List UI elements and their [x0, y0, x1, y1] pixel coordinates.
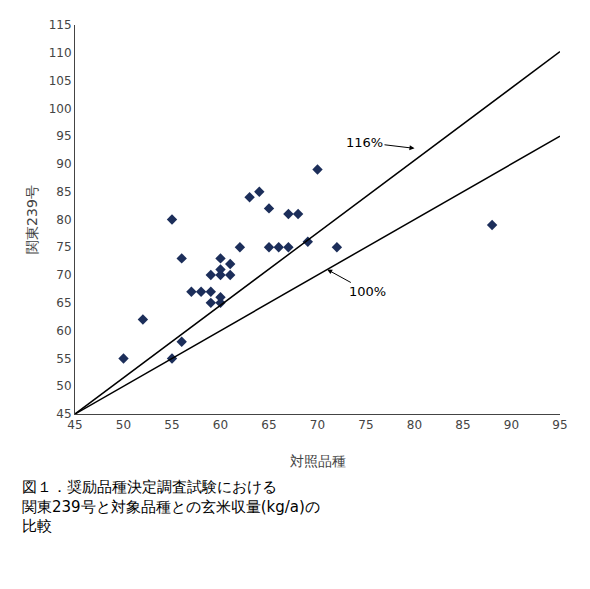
svg-text:対照品種: 対照品種	[290, 453, 346, 469]
svg-text:116%: 116%	[346, 135, 383, 150]
svg-text:45: 45	[67, 418, 82, 432]
svg-text:55: 55	[164, 418, 179, 432]
svg-text:関東239号: 関東239号	[24, 185, 40, 254]
svg-text:図１．奨励品種決定調査試験における関東239号と対象品種との: 図１．奨励品種決定調査試験における関東239号と対象品種との玄米収量(kg/a)…	[22, 478, 320, 535]
svg-text:115: 115	[49, 18, 72, 32]
svg-text:75: 75	[358, 418, 373, 432]
svg-text:65: 65	[56, 296, 71, 310]
svg-text:100%: 100%	[349, 284, 386, 299]
svg-text:95: 95	[56, 129, 71, 143]
svg-text:80: 80	[56, 213, 71, 227]
svg-text:80: 80	[407, 418, 422, 432]
svg-text:110: 110	[49, 46, 72, 60]
svg-text:90: 90	[56, 157, 71, 171]
svg-text:50: 50	[116, 418, 131, 432]
svg-text:95: 95	[552, 418, 567, 432]
svg-text:70: 70	[56, 268, 71, 282]
svg-text:60: 60	[213, 418, 228, 432]
svg-text:70: 70	[310, 418, 325, 432]
svg-text:90: 90	[504, 418, 519, 432]
svg-text:65: 65	[261, 418, 276, 432]
svg-text:100: 100	[49, 102, 72, 116]
svg-text:85: 85	[56, 185, 71, 199]
svg-text:50: 50	[56, 379, 71, 393]
svg-text:55: 55	[56, 352, 71, 366]
svg-text:60: 60	[56, 324, 71, 338]
svg-text:85: 85	[455, 418, 470, 432]
svg-text:105: 105	[49, 74, 72, 88]
svg-text:45: 45	[56, 407, 71, 421]
svg-text:75: 75	[56, 240, 71, 254]
